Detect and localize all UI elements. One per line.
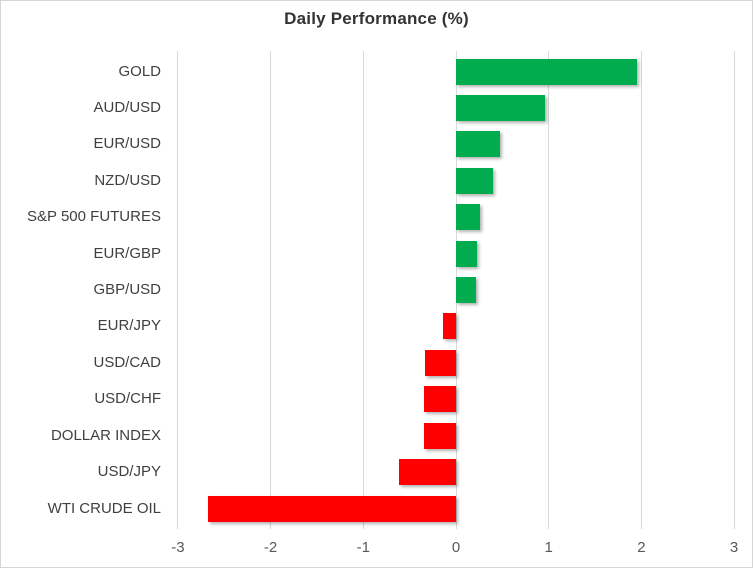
category-label-s-p-500-futures: S&P 500 FUTURES xyxy=(27,208,161,226)
category-label-wti-crude-oil: WTI CRUDE OIL xyxy=(47,499,161,517)
gridline-x-2 xyxy=(640,51,642,529)
bar-aud-usd xyxy=(456,94,545,121)
bar-wti-crude-oil xyxy=(207,495,456,522)
category-label-usd-chf: USD/CHF xyxy=(94,390,161,408)
category-label-eur-jpy: EUR/JPY xyxy=(97,317,161,335)
bar-dollar-index xyxy=(423,422,456,449)
bar-eur-usd xyxy=(456,131,500,158)
bar-eur-gbp xyxy=(456,240,478,267)
bar-gbp-usd xyxy=(456,277,477,304)
x-tick-label-2: 2 xyxy=(637,539,646,556)
bar-usd-cad xyxy=(425,349,456,376)
x-tick-label--2: -2 xyxy=(263,539,278,556)
category-label-aud-usd: AUD/USD xyxy=(93,98,161,116)
bar-s-p-500-futures xyxy=(456,204,481,231)
bar-gold xyxy=(456,58,637,85)
x-tick-label-3: 3 xyxy=(729,539,739,556)
category-label-usd-cad: USD/CAD xyxy=(93,353,161,371)
gridline-x--1 xyxy=(362,51,364,529)
gridline-x--3 xyxy=(177,51,179,529)
x-tick-label--3: -3 xyxy=(171,539,185,556)
category-label-nzd-usd: NZD/USD xyxy=(94,171,161,189)
category-label-gold: GOLD xyxy=(118,62,161,80)
bar-usd-chf xyxy=(423,386,456,413)
gridline-x--2 xyxy=(270,51,272,529)
gridline-x-3 xyxy=(733,51,735,529)
bar-nzd-usd xyxy=(456,167,494,194)
category-label-gbp-usd: GBP/USD xyxy=(93,281,161,299)
x-tick-label-0: 0 xyxy=(451,539,461,556)
bar-eur-jpy xyxy=(443,313,456,340)
chart-title: Daily Performance (%) xyxy=(284,9,469,28)
category-label-eur-usd: EUR/USD xyxy=(93,135,161,153)
category-label-eur-gbp: EUR/GBP xyxy=(93,244,161,262)
category-label-usd-jpy: USD/JPY xyxy=(97,463,161,481)
gridline-x-1 xyxy=(548,51,550,529)
x-tick-label--1: -1 xyxy=(356,539,370,556)
x-tick-label-1: 1 xyxy=(544,539,553,556)
bar-usd-jpy xyxy=(399,459,456,486)
category-label-dollar-index: DOLLAR INDEX xyxy=(50,426,161,444)
